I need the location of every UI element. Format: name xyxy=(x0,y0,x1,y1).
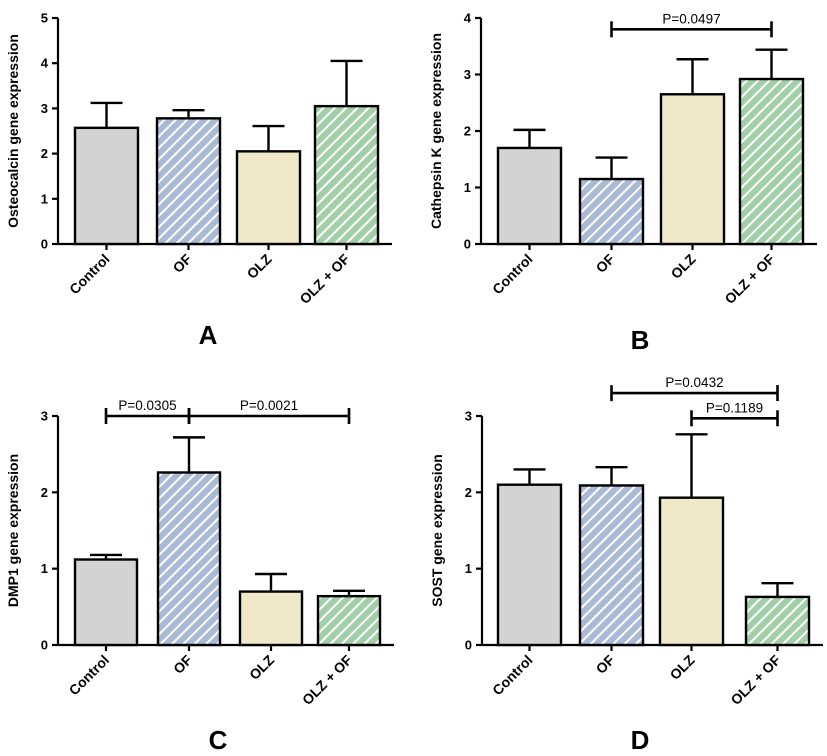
category-label: OF xyxy=(170,250,195,275)
bar-of xyxy=(578,177,645,246)
panel-letter: D xyxy=(631,725,650,755)
panel-letter: B xyxy=(631,325,650,355)
y-tick-label: 0 xyxy=(41,237,48,252)
y-tick-label: 4 xyxy=(41,56,49,71)
p-value-label: P=0.0021 xyxy=(240,398,298,413)
bar-olz xyxy=(658,496,725,647)
y-axis-label: Osteocalcin gene expression xyxy=(5,34,21,228)
category-label: OLZ xyxy=(244,250,275,281)
bar-olz xyxy=(659,93,726,246)
category-label: OF xyxy=(170,651,195,676)
panel-c-chart: 0 1 2 3 DMP1 gene expression Control OF OLZ OLZ … xyxy=(5,398,394,755)
category-label: OLZ xyxy=(668,250,699,281)
bar-olz xyxy=(238,590,304,647)
y-tick-label: 3 xyxy=(464,67,471,82)
category-label: Control xyxy=(489,251,536,298)
category-label: Control xyxy=(66,251,113,298)
panel-letter: A xyxy=(199,320,218,350)
category-label: OLZ xyxy=(246,651,277,682)
p-value-label: P=0.0305 xyxy=(118,398,176,413)
y-axis-label: Cathepsin K gene expression xyxy=(428,33,444,229)
p-value-label: P=0.0432 xyxy=(665,375,723,390)
p-value-label: P=0.1189 xyxy=(706,400,763,415)
category-label: OLZ xyxy=(667,651,698,682)
y-tick-label: 3 xyxy=(41,409,48,424)
category-label: OLZ + OF xyxy=(721,250,777,306)
bar-of xyxy=(156,471,222,647)
y-tick-label: 0 xyxy=(465,638,472,653)
category-label: OF xyxy=(593,651,618,676)
category-label: Control xyxy=(489,652,536,699)
bar-olz-of xyxy=(313,104,380,246)
y-tick-label: 4 xyxy=(464,11,472,26)
p-value-label: P=0.0497 xyxy=(662,11,720,26)
y-tick-label: 2 xyxy=(41,485,48,500)
category-label: OLZ + OF xyxy=(727,651,783,707)
y-tick-label: 5 xyxy=(41,11,48,26)
bar-control xyxy=(496,483,563,647)
y-tick-label: 2 xyxy=(41,146,48,161)
y-tick-label: 3 xyxy=(465,409,472,424)
panel-b-chart: 0 1 2 3 4 Cathepsin K gene expression Control O… xyxy=(428,11,817,355)
panel-a-chart: 0 1 2 3 4 5 Osteocalcin gene expression Control… xyxy=(5,11,392,350)
category-label: OF xyxy=(593,250,618,275)
category-label: OLZ + OF xyxy=(299,651,355,707)
category-label: Control xyxy=(66,652,113,699)
panel-letter: C xyxy=(209,725,228,755)
panel-d-chart: 0 1 2 3 SOST gene expression Control OF OLZ OLZ … xyxy=(429,375,823,755)
bar-control xyxy=(73,126,140,246)
bar-olz-of xyxy=(316,594,382,647)
y-axis-label: SOST gene expression xyxy=(429,454,445,607)
y-tick-label: 0 xyxy=(464,237,471,252)
y-tick-label: 3 xyxy=(41,101,48,116)
bar-of xyxy=(578,484,645,647)
y-tick-label: 2 xyxy=(465,485,472,500)
bar-control xyxy=(73,558,139,647)
bar-olz-of xyxy=(744,595,811,647)
y-axis-label: DMP1 gene expression xyxy=(5,454,21,607)
y-tick-label: 2 xyxy=(464,124,471,139)
y-tick-label: 1 xyxy=(465,561,472,576)
bar-of xyxy=(155,117,222,246)
bar-control xyxy=(496,146,563,246)
y-tick-label: 1 xyxy=(41,561,48,576)
y-tick-label: 1 xyxy=(41,191,48,206)
bar-olz xyxy=(235,150,302,246)
category-label: OLZ + OF xyxy=(296,250,352,306)
y-tick-label: 0 xyxy=(41,638,48,653)
bar-olz-of xyxy=(738,77,805,246)
y-tick-label: 1 xyxy=(464,180,471,195)
